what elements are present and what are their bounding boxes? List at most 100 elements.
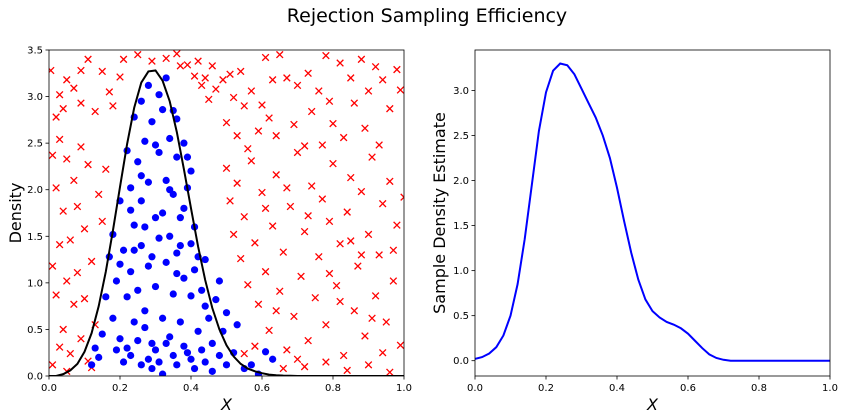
rejected-sample-marker (258, 188, 266, 197)
rejected-sample-marker (368, 314, 376, 323)
plot-area-frame (48, 49, 405, 377)
accepted-sample-marker (127, 351, 135, 360)
rejected-sample-marker (173, 50, 181, 58)
rejected-sample-marker (49, 151, 57, 160)
accepted-sample-marker (137, 197, 145, 205)
x-tick-label: 0.0 (41, 383, 57, 394)
rejected-sample-marker (346, 173, 355, 182)
rejected-sample-marker (378, 199, 387, 208)
accepted-sample-marker (176, 242, 184, 250)
rejected-sample-marker (52, 291, 60, 299)
x-axis-ticks: 0.0 0.2 0.4 0.6 0.8 1.0 (467, 376, 838, 394)
accepted-sample-marker (166, 186, 174, 194)
rejected-sample-marker (52, 113, 60, 121)
rejected-sample-marker (354, 262, 362, 270)
accepted-sample-marker (134, 337, 142, 345)
accepted-sample-marker (112, 346, 121, 354)
x-tick-label: 0.6 (254, 383, 270, 394)
rejected-sample-marker (343, 366, 351, 375)
accepted-sample-marker (144, 178, 152, 186)
accepted-sample-marker (169, 290, 177, 298)
rejected-sample-marker (251, 342, 259, 350)
rejected-sample-marker (315, 87, 323, 95)
accepted-sample-marker (198, 346, 206, 354)
rejected-sample-marker (212, 85, 220, 93)
rejected-sample-marker (389, 277, 398, 285)
rejected-sample-marker (94, 190, 103, 199)
rejected-sample-marker (339, 351, 348, 360)
rejected-sample-marker (275, 50, 284, 59)
rejected-sample-marker (70, 300, 78, 309)
rejected-sample-marker (265, 114, 273, 122)
rejected-sample-marker (258, 101, 266, 109)
accepted-sample-marker (134, 286, 142, 294)
rejected-sample-marker (59, 207, 67, 215)
rejected-sample-marker (80, 225, 89, 233)
x-tick-label: 0.4 (609, 383, 625, 394)
y-tick-label: 3.0 (27, 92, 43, 103)
x-axis-ticks: 0.0 0.2 0.4 0.6 0.8 1.0 (41, 376, 412, 394)
rejected-sample-marker (148, 57, 156, 65)
accepted-sample-marker (162, 176, 170, 184)
accepted-sample-marker (123, 293, 131, 301)
rejected-sample-marker (386, 368, 394, 376)
accepted-sample-marker (190, 266, 199, 274)
rejected-sample-marker (275, 287, 284, 295)
rejected-sample-marker (98, 217, 107, 226)
rejected-sample-marker (368, 153, 376, 161)
accepted-sample-marker (159, 106, 167, 114)
accepted-sample-marker (116, 260, 124, 268)
rejected-sample-marker (176, 62, 185, 70)
rejected-sample-marker (325, 97, 334, 105)
rejected-sample-marker (393, 65, 401, 74)
y-tick-label: 1.0 (453, 266, 469, 277)
accepted-sample-marker (144, 355, 152, 363)
rejected-sample-marker (201, 74, 209, 82)
accepted-sample-marker (201, 302, 209, 310)
rejected-sample-marker (55, 90, 64, 99)
rejected-sample-marker (244, 280, 252, 289)
rejected-sample-marker (116, 73, 124, 81)
accepted-sample-marker (176, 214, 184, 222)
rejected-sample-marker (329, 159, 337, 168)
accepted-sample-marker (180, 139, 188, 147)
rejected-sample-marker (49, 361, 57, 369)
rejected-sample-marker (62, 155, 71, 163)
rejected-sample-marker (77, 143, 85, 151)
accepted-sample-marker (119, 246, 128, 254)
accepted-sample-marker (162, 74, 170, 82)
accepted-sample-marker (166, 134, 174, 143)
rejected-sample-marker (55, 240, 64, 249)
accepted-sample-marker (183, 153, 192, 161)
y-tick-label: 1.5 (27, 232, 43, 243)
accepted-sample-marker (151, 346, 160, 354)
accepted-sample-marker (166, 232, 174, 240)
rejected-sample-marker (304, 336, 312, 345)
accepted-sample-marker (180, 274, 188, 282)
x-tick-label: 1.0 (822, 383, 838, 394)
left-scatter-panel: 0.0 0.2 0.4 0.6 0.8 1.0 0.0 0.5 1.0 1.5 2.0 2.5 3.0… (6, 46, 412, 415)
rejected-sample-marker (190, 72, 199, 80)
accepted-sample-marker (173, 269, 181, 278)
rejected-sample-marker (261, 204, 270, 213)
accepted-sample-marker (187, 167, 195, 175)
y-axis-label: Density (6, 183, 25, 244)
y-axis-ticks: 0.0 0.5 1.0 1.5 2.0 2.5 3.0 (453, 86, 475, 367)
y-tick-label: 1.5 (453, 221, 469, 232)
accepted-sample-marker (141, 323, 149, 332)
rejected-sample-marker (66, 236, 75, 244)
accepted-sample-marker (134, 158, 142, 166)
accepted-sample-marker (187, 240, 195, 248)
accepted-sample-marker (141, 223, 149, 231)
density-estimate-line (475, 62, 830, 362)
accepted-sample-marker (173, 361, 181, 369)
rejected-sample-marker (268, 76, 277, 84)
rejected-sample-marker (194, 57, 202, 65)
rejected-sample-marker (222, 118, 231, 127)
rejected-sample-marker (283, 74, 291, 82)
target-density-curve (49, 69, 404, 376)
rejected-sample-marker (378, 348, 387, 357)
accepted-sample-marker (159, 370, 167, 376)
y-tick-label: 0.0 (453, 356, 469, 367)
plot-area-frame (474, 49, 831, 377)
